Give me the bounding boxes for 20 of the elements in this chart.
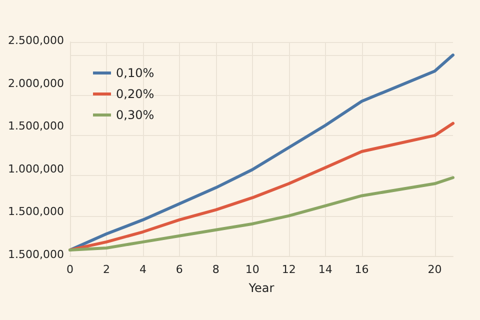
legend-label: 0,30% — [116, 108, 154, 122]
x-tick-label: 16 — [354, 263, 369, 276]
text: 1.500,000 — [8, 248, 64, 261]
x-tick-label: 2 — [102, 263, 110, 276]
legend-label: 0,10% — [116, 66, 154, 80]
x-tick-label: 12 — [282, 263, 296, 276]
legend-label: 0,20% — [116, 87, 154, 101]
x-tick-label: 14 — [318, 263, 332, 276]
x-tick-label: 0 — [66, 263, 74, 276]
x-axis-title: Year — [248, 281, 274, 295]
x-tick-label: 10 — [245, 263, 260, 276]
x-tick-label: 4 — [139, 263, 146, 276]
text: 2.000,000 — [8, 76, 64, 90]
text: 1.500,000 — [8, 205, 64, 218]
x-tick-label: 8 — [212, 263, 220, 276]
text: 1.000,000 — [8, 162, 64, 176]
text: 2.500,000 — [8, 34, 64, 47]
x-tick-label: 20 — [428, 263, 442, 276]
text: 1.500,000 — [8, 120, 64, 133]
x-tick-label: 6 — [176, 263, 183, 276]
